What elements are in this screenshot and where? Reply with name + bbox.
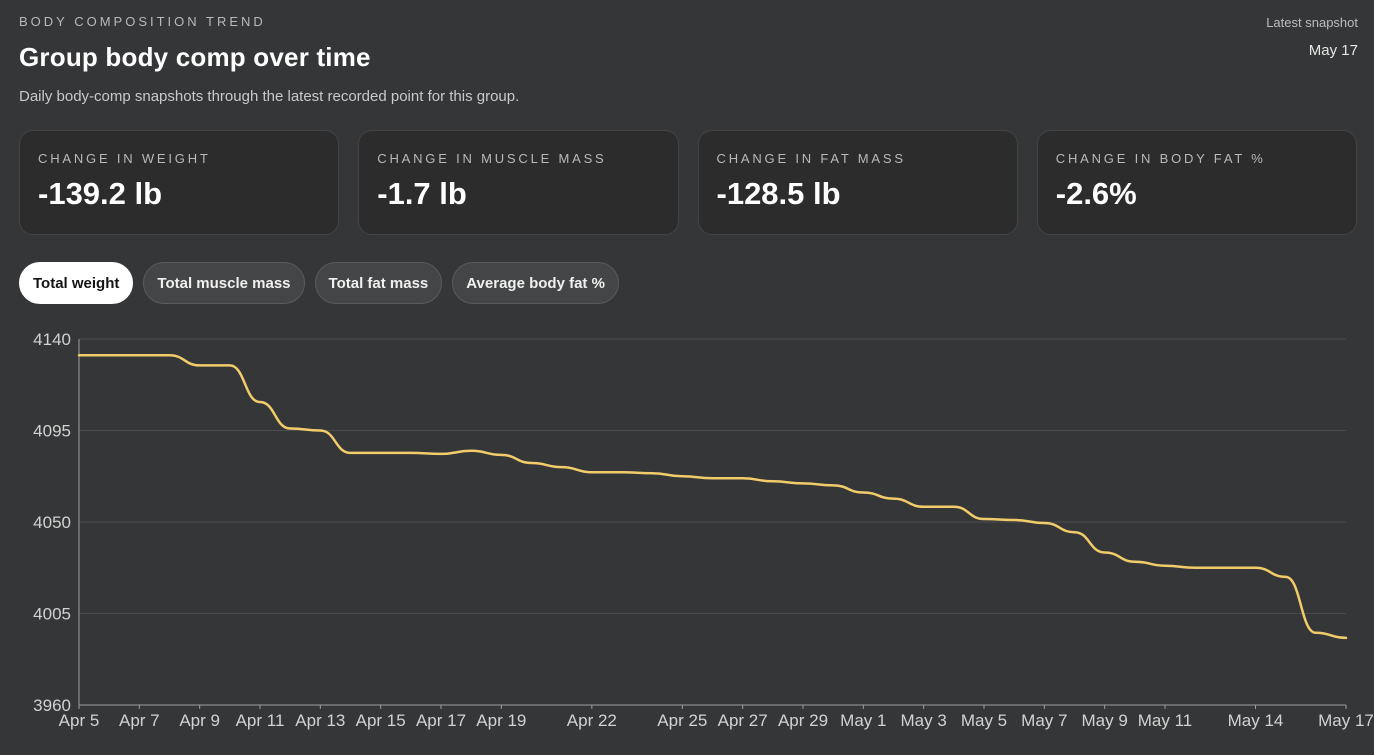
page-subtitle: Daily body-comp snapshots through the la… [19,88,520,105]
stat-label: CHANGE IN FAT MASS [716,151,906,166]
weight-trend-chart: 3960 4005 4050 4095 4140 Apr 5 Apr 7 Apr 9 Apr 1… [33,330,1374,730]
stat-value: -139.2 lb [38,176,163,211]
x-tick-label: May 9 [1082,711,1128,730]
x-tick-label: Apr 13 [295,711,345,730]
tab-total-muscle-mass[interactable]: Total muscle mass [143,262,305,304]
x-tick-label: Apr 17 [416,711,466,730]
metric-tabs: Total weight Total muscle mass Total fat… [19,262,619,304]
x-tick-label: Apr 5 [59,711,100,730]
stat-value: -1.7 lb [377,176,467,211]
x-tick-label: Apr 27 [718,711,768,730]
x-tick-label: May 14 [1228,711,1284,730]
page-title: Group body comp over time [19,42,371,72]
tab-average-body-fat[interactable]: Average body fat % [452,262,619,304]
stat-card-fat-mass: CHANGE IN FAT MASS -128.5 lb [697,130,1018,235]
x-tick-label: May 17 [1318,711,1374,730]
latest-snapshot-date: May 17 [1308,42,1358,59]
x-tick-label: May 7 [1021,711,1067,730]
y-tick-label: 4005 [33,605,71,624]
x-tick-label: Apr 9 [179,711,220,730]
stat-card-muscle-mass: CHANGE IN MUSCLE MASS -1.7 lb [358,130,679,235]
y-tick-label: 4095 [33,422,71,441]
x-tick-label: Apr 11 [236,711,285,730]
x-tick-label: Apr 22 [567,711,617,730]
stat-label: CHANGE IN WEIGHT [38,151,211,166]
x-tick-label: May 1 [840,711,886,730]
y-tick-label: 4050 [33,513,71,532]
y-tick-label: 3960 [33,696,71,715]
stat-label: CHANGE IN MUSCLE MASS [377,151,607,166]
y-tick-label: 4140 [33,330,71,349]
stat-card-body-fat-percent: CHANGE IN BODY FAT % -2.6% [1036,130,1357,235]
x-tick-label: Apr 7 [119,711,160,730]
x-tick-label: May 3 [901,711,947,730]
x-tick-label: May 5 [961,711,1007,730]
stat-value: -2.6% [1055,176,1137,211]
x-tick-label: Apr 25 [657,711,707,730]
latest-snapshot-label: Latest snapshot [1266,15,1358,30]
stat-value: -128.5 lb [716,176,841,211]
x-tick-label: May 11 [1138,711,1193,730]
tab-total-weight[interactable]: Total weight [19,262,134,304]
series-line-total-weight [77,354,1348,640]
x-tick-label: Apr 29 [778,711,828,730]
tab-total-fat-mass[interactable]: Total fat mass [314,262,443,304]
x-tick-label: Apr 19 [476,711,526,730]
stat-label: CHANGE IN BODY FAT % [1055,151,1266,166]
stat-cards: CHANGE IN WEIGHT -139.2 lb CHANGE IN MUS… [19,130,1357,235]
stat-card-weight: CHANGE IN WEIGHT -139.2 lb [19,130,340,235]
section-eyebrow: BODY COMPOSITION TREND [19,14,266,29]
x-tick-label: Apr 15 [356,711,406,730]
